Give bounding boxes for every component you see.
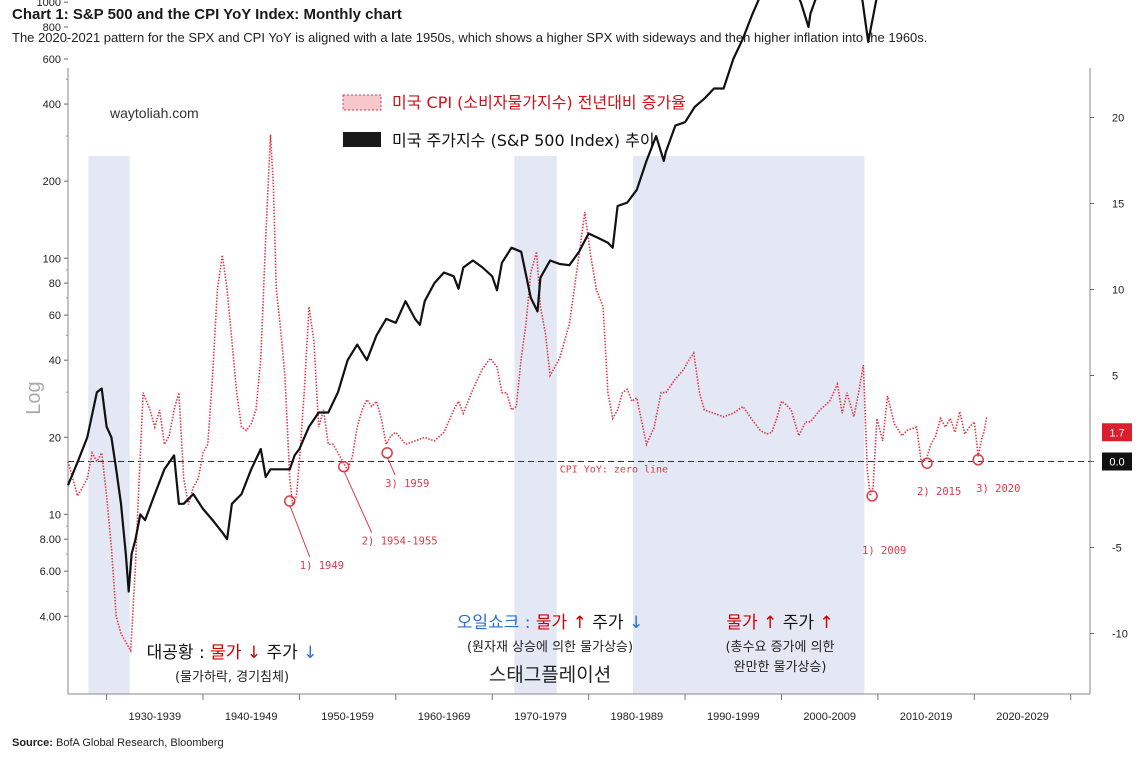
right-value-badge bbox=[1102, 452, 1132, 471]
caption-oil-shock: 오일쇼크 : 물가 ↑ 주가 ↓ bbox=[457, 613, 643, 633]
caption-note-2: 완만한 물가상승) bbox=[734, 660, 827, 675]
right-value-badge-label: 1.7 bbox=[1109, 427, 1124, 439]
left-axis-label: Log bbox=[23, 381, 45, 414]
annotation-label: 2) 1954-1955 bbox=[362, 536, 438, 548]
left-tick-label: 100 bbox=[43, 253, 61, 265]
zero-line-label: CPI YoY: zero line bbox=[560, 465, 668, 476]
annotation-label: 1) 1949 bbox=[300, 560, 344, 572]
right-tick-label: 20 bbox=[1112, 113, 1124, 125]
caption-part: 주가 bbox=[592, 613, 629, 633]
legend-label-cpi: 미국 CPI (소비자물가지수) 전년대비 증가율 bbox=[392, 93, 686, 112]
right-tick-label: -10 bbox=[1112, 629, 1128, 641]
spx-line bbox=[66, 0, 878, 593]
left-tick-label: 1000 bbox=[37, 0, 61, 9]
source-label: Source: bbox=[12, 737, 53, 749]
legend-swatch-cpi bbox=[342, 94, 382, 111]
legend-label-spx: 미국 주가지수 (S&P 500 Index) 추이 bbox=[392, 131, 655, 150]
right-value-badge bbox=[1102, 423, 1132, 442]
caption-demand-inflation: 물가 ↑ 주가 ↑ bbox=[726, 613, 833, 633]
left-tick-label: 800 bbox=[43, 22, 61, 34]
shaded-period-3 bbox=[632, 156, 865, 694]
caption-note-2: 스태그플레이션 bbox=[489, 664, 611, 686]
caption-part: 대공황 : bbox=[147, 643, 210, 663]
cpi-yoy-line bbox=[67, 134, 988, 654]
period-label: 2010-2019 bbox=[900, 711, 953, 723]
shaded-period-2 bbox=[514, 156, 557, 694]
period-label: 1950-1959 bbox=[321, 711, 374, 723]
left-tick-label: 8.00 bbox=[40, 534, 61, 546]
annotation-label: 3) 2020 bbox=[976, 483, 1020, 495]
right-tick-label: 15 bbox=[1112, 199, 1124, 211]
left-tick-label: 10 bbox=[49, 509, 61, 521]
watermark: waytoliah.com bbox=[109, 105, 199, 121]
annotation-label: 2) 2015 bbox=[917, 486, 961, 498]
left-tick-label: 400 bbox=[43, 99, 61, 111]
left-tick-label: 200 bbox=[43, 176, 61, 188]
right-value-badge-label: 0.0 bbox=[1109, 457, 1124, 469]
period-label: 2020-2029 bbox=[996, 711, 1049, 723]
caption-depression: 대공황 : 물가 ↓ 주가 ↓ bbox=[147, 643, 318, 663]
caption-note: (물가하락, 경기침체) bbox=[175, 670, 289, 685]
period-label: 2000-2009 bbox=[803, 711, 856, 723]
annotation-circle bbox=[866, 490, 878, 502]
caption-note: (총수요 증가에 의한 bbox=[725, 640, 834, 655]
annotation-circle bbox=[284, 495, 296, 507]
caption-part: 주가 bbox=[783, 613, 820, 633]
left-tick-label: 6.00 bbox=[40, 566, 61, 578]
right-tick-label: 5 bbox=[1112, 371, 1118, 383]
legend-swatch-spx bbox=[343, 132, 381, 147]
left-tick-label: 40 bbox=[49, 355, 61, 367]
right-tick-label: 10 bbox=[1112, 285, 1124, 297]
source-text: BofA Global Research, Bloomberg bbox=[56, 737, 224, 749]
caption-part: 주가 bbox=[266, 643, 303, 663]
annotation-circle bbox=[381, 447, 393, 459]
caption-part: 물가 ↓ bbox=[210, 643, 266, 663]
chart-title: Chart 1: S&P 500 and the CPI YoY Index: … bbox=[12, 6, 402, 23]
right-tick-label: -5 bbox=[1112, 543, 1122, 555]
shaded-period-1 bbox=[88, 156, 130, 694]
left-tick-label: 80 bbox=[49, 278, 61, 290]
caption-part: ↓ bbox=[629, 613, 643, 633]
annotation-circle bbox=[337, 460, 350, 473]
left-tick-label: 20 bbox=[49, 432, 61, 444]
annotation-circle bbox=[972, 454, 984, 466]
left-tick-label: 600 bbox=[43, 54, 61, 66]
annotation-circle bbox=[921, 457, 933, 469]
period-label: 1960-1969 bbox=[418, 711, 471, 723]
period-label: 1970-1979 bbox=[514, 711, 567, 723]
caption-part: 물가 ↑ bbox=[726, 613, 782, 633]
annotation-leader bbox=[386, 456, 396, 476]
caption-part: 오일쇼크 : bbox=[457, 613, 536, 633]
period-label: 1980-1989 bbox=[611, 711, 664, 723]
annotation-leader bbox=[343, 470, 373, 533]
left-tick-label: 60 bbox=[49, 310, 61, 322]
caption-part: 물가 ↑ bbox=[536, 613, 592, 633]
annotation-label: 3) 1959 bbox=[385, 478, 429, 490]
annotation-leader bbox=[289, 504, 311, 558]
caption-part: ↑ bbox=[819, 613, 833, 633]
source-line: Source: BofA Global Research, Bloomberg bbox=[12, 737, 224, 749]
chart-subtitle: The 2020-2021 pattern for the SPX and CP… bbox=[12, 30, 928, 45]
period-label: 1990-1999 bbox=[707, 711, 760, 723]
annotation-label: 1) 2009 bbox=[862, 545, 906, 557]
period-label: 1940-1949 bbox=[225, 711, 278, 723]
period-label: 1930-1939 bbox=[128, 711, 181, 723]
left-tick-label: 4.00 bbox=[40, 611, 61, 623]
caption-note: (원자재 상승에 의한 물가상승) bbox=[467, 640, 633, 655]
caption-part: ↓ bbox=[303, 643, 317, 663]
